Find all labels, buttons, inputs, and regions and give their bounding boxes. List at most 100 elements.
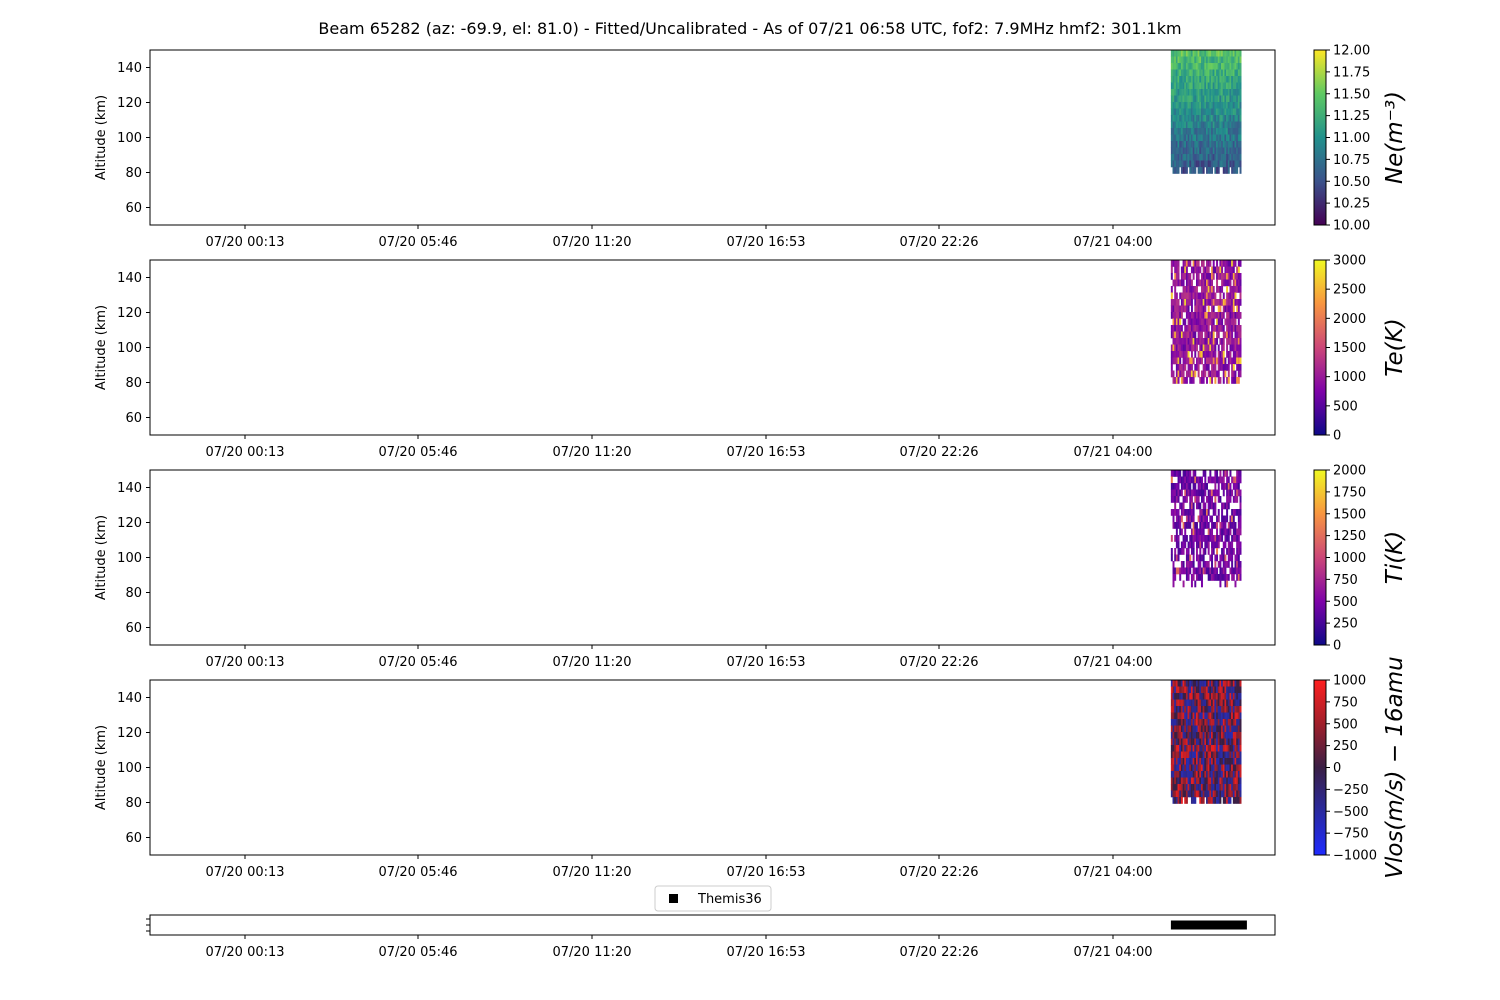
heatmap-cell xyxy=(1227,738,1230,746)
heatmap-cell xyxy=(1234,357,1237,365)
heatmap-cell xyxy=(1172,370,1175,378)
heatmap-cell xyxy=(1184,745,1187,752)
legend: Themis36 xyxy=(654,885,772,912)
heatmap-cell xyxy=(1204,522,1207,529)
heatmap-cell xyxy=(1227,95,1230,103)
heatmap-cell xyxy=(1239,154,1242,161)
heatmap-cell xyxy=(1204,102,1207,109)
heatmap-cell xyxy=(1170,706,1173,713)
heatmap-cell xyxy=(1226,738,1229,746)
heatmap-cell xyxy=(1211,370,1214,378)
heatmap-cell xyxy=(1189,292,1192,300)
heatmap-cell xyxy=(1226,63,1229,70)
heatmap-cell xyxy=(1201,712,1203,720)
heatmap-cell xyxy=(1190,515,1193,523)
heatmap-cell xyxy=(1224,541,1227,549)
heatmap-cell xyxy=(1222,784,1225,791)
heatmap-cell xyxy=(1204,364,1207,371)
heatmap-cell xyxy=(1180,489,1183,497)
heatmap-cell xyxy=(1216,134,1219,142)
heatmap-cell xyxy=(1214,699,1217,707)
heatmap-cell xyxy=(1209,502,1212,510)
heatmap-cell xyxy=(1179,357,1182,365)
x-tick-label: 07/20 22:26 xyxy=(899,655,978,670)
heatmap-cell xyxy=(1221,115,1224,122)
heatmap-cell xyxy=(1201,764,1203,772)
heatmap-cell xyxy=(1192,121,1195,129)
heatmap-cell xyxy=(1202,738,1205,746)
heatmap-cell xyxy=(1214,292,1217,300)
heatmap-cell xyxy=(1234,338,1237,345)
heatmap-cell xyxy=(1195,522,1198,529)
heatmap-cell xyxy=(1206,771,1208,778)
heatmap-cell xyxy=(1184,128,1187,135)
heatmap-cell xyxy=(1219,797,1222,804)
heatmap-cell xyxy=(1237,128,1240,135)
heatmap-cell xyxy=(1234,115,1237,122)
heatmap-cell xyxy=(1234,325,1237,332)
heatmap-cell xyxy=(1195,693,1198,700)
heatmap-cell xyxy=(1204,771,1207,778)
heatmap-cell xyxy=(1236,784,1239,791)
heatmap-cell xyxy=(1224,797,1227,804)
heatmap-cell xyxy=(1190,738,1193,746)
heatmap-cell xyxy=(1209,147,1212,155)
heatmap-cell xyxy=(1199,554,1202,562)
heatmap-cell xyxy=(1170,725,1173,733)
heatmap-cell xyxy=(1236,325,1239,332)
heatmap-cell xyxy=(1219,725,1222,733)
heatmap-cell xyxy=(1211,699,1214,707)
heatmap-cell xyxy=(1170,699,1173,707)
heatmap-cell xyxy=(1187,95,1190,103)
heatmap-cell xyxy=(1231,82,1234,90)
heatmap-cell xyxy=(1216,167,1219,174)
heatmap-cell xyxy=(1170,686,1173,694)
heatmap-cell xyxy=(1185,476,1188,484)
heatmap-cell xyxy=(1209,273,1212,280)
heatmap-cell xyxy=(1175,305,1178,313)
heatmap-cell xyxy=(1197,489,1200,497)
heatmap-cell xyxy=(1189,141,1192,148)
heatmap-cell xyxy=(1232,167,1235,174)
heatmap-cell xyxy=(1184,738,1187,746)
heatmap-cell xyxy=(1237,535,1240,542)
heatmap-cell xyxy=(1214,574,1217,581)
heatmap-cell xyxy=(1231,541,1234,549)
heatmap-cell xyxy=(1172,758,1175,765)
heatmap-cell xyxy=(1175,50,1178,57)
heatmap-cell xyxy=(1227,732,1230,739)
heatmap-cell xyxy=(1219,273,1222,280)
heatmap-cell xyxy=(1189,509,1192,516)
heatmap-cell xyxy=(1192,764,1195,772)
heatmap-cell xyxy=(1239,364,1242,371)
heatmap-cell xyxy=(1179,318,1182,326)
heatmap-cell xyxy=(1190,496,1193,503)
heatmap-cell xyxy=(1189,535,1192,542)
heatmap-cell xyxy=(1182,567,1185,575)
heatmap-cell xyxy=(1197,154,1200,161)
heatmap-cell xyxy=(1209,357,1212,365)
heatmap-cell xyxy=(1212,69,1215,77)
heatmap-cell xyxy=(1207,509,1210,516)
heatmap-cell xyxy=(1189,699,1192,707)
heatmap-cell xyxy=(1180,115,1183,122)
heatmap-cell xyxy=(1175,738,1178,746)
heatmap-cell xyxy=(1231,357,1234,365)
heatmap-cell xyxy=(1204,108,1207,116)
heatmap-cell xyxy=(1184,95,1187,103)
heatmap-cell xyxy=(1231,260,1234,267)
heatmap-cell xyxy=(1185,515,1188,523)
heatmap-cell xyxy=(1180,719,1183,726)
heatmap-cell xyxy=(1197,299,1200,306)
heatmap-cell xyxy=(1190,279,1193,287)
heatmap-cell xyxy=(1236,496,1239,503)
heatmap-cell xyxy=(1189,784,1192,791)
heatmap-cell xyxy=(1187,56,1190,64)
heatmap-cell xyxy=(1239,496,1242,503)
heatmap-cell xyxy=(1170,331,1173,339)
heatmap-cell xyxy=(1197,790,1200,798)
heatmap-cell xyxy=(1212,338,1215,345)
heatmap-cell xyxy=(1175,56,1178,64)
heatmap-cell xyxy=(1214,69,1217,77)
heatmap-cell xyxy=(1206,699,1208,707)
